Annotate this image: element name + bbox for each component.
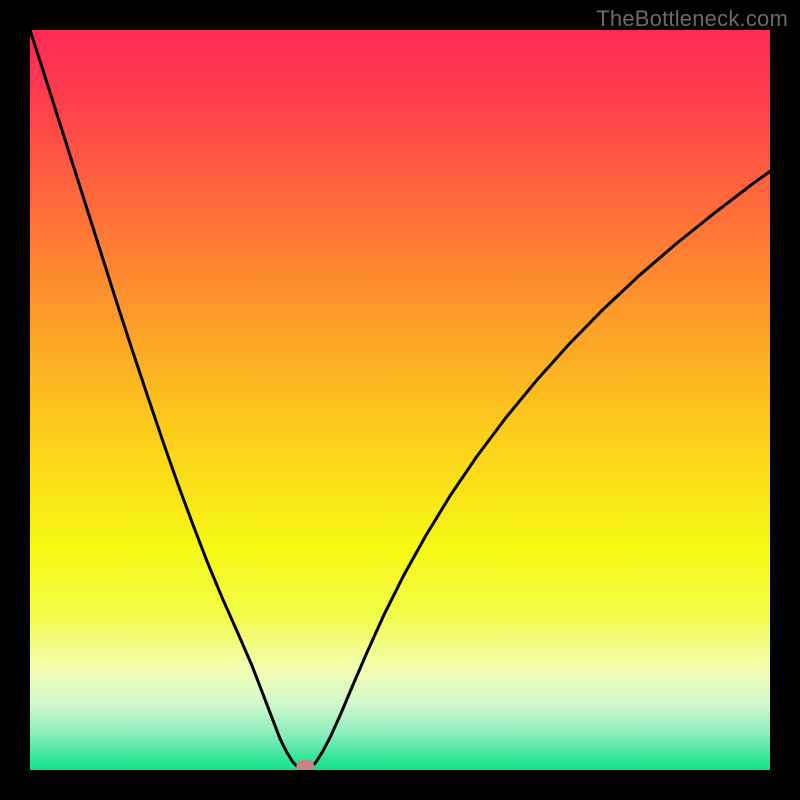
watermark-text: TheBottleneck.com [596,6,788,32]
gradient-background [30,30,770,770]
chart-root: TheBottleneck.com [0,0,800,800]
plot-area [30,30,770,770]
plot-svg [30,30,770,770]
